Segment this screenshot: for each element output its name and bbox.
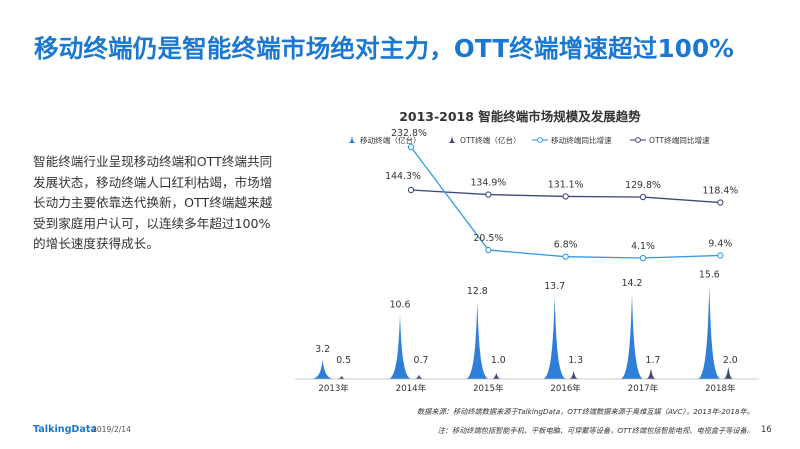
ott-bar-label: 2.0 [723, 355, 738, 366]
x-axis: 2013年 2014年 2015年 2016年 2017年 2018年 [318, 382, 736, 394]
legend-mobile-marker [348, 136, 356, 143]
bars-layer [310, 285, 735, 379]
mobile-bar [620, 293, 644, 379]
x-tick-label: 2015年 [473, 382, 504, 394]
footer-date: 2019/2/14 [92, 425, 131, 434]
mobile-bar [310, 359, 335, 379]
brand-logo: TalkingData [33, 424, 97, 435]
ott-growth-label: 134.9% [470, 178, 506, 189]
ott-bar [413, 374, 425, 379]
ott-growth-point [485, 191, 492, 198]
legend-ott-marker [448, 136, 456, 143]
ott-bar [645, 368, 657, 379]
mobile-growth-label: 4.1% [631, 241, 655, 252]
mobile-bar-label: 13.7 [544, 281, 565, 292]
chart-legend: 移动终端（亿台） OTT终端（亿台） 移动终端同比增速 OTT终端同比增速 [348, 135, 710, 145]
legend-ott-growth-label: OTT终端同比增速 [649, 135, 710, 145]
ott-growth-point [407, 186, 415, 194]
mobile-growth-label: 6.8% [554, 240, 578, 251]
mobile-growth-label: 232.8% [391, 128, 427, 139]
mobile-growth-point [717, 252, 724, 259]
ott-bar [490, 373, 503, 379]
mobile-bar-label: 15.6 [699, 269, 720, 280]
labels-layer: 3.2 0.5 10.6 0.7 12.8 1.0 13.7 1.3 14.2 1.7 15.6 2.… [315, 128, 738, 366]
mobile-bar-label: 10.6 [390, 299, 411, 310]
legend-mobile-growth-marker [537, 137, 543, 143]
mobile-growth-label: 9.4% [708, 238, 732, 249]
ott-bar [722, 367, 735, 379]
market-trend-chart: 2013-2018 智能终端市场规模及发展趋势 移动终端（亿台） OTT终端（亿台… [295, 109, 759, 394]
ott-growth-point [717, 199, 724, 206]
ott-growth-label: 131.1% [548, 179, 584, 190]
mobile-growth-point [407, 143, 415, 151]
chart-title: 2013-2018 智能终端市场规模及发展趋势 [399, 109, 641, 124]
ott-growth-label: 129.8% [625, 180, 661, 191]
ott-growth-point [639, 193, 647, 201]
summary-text: 智能终端行业呈现移动终端和OTT终端共同发展状态，移动终端人口红利枯竭，市场增长… [33, 154, 273, 251]
mobile-growth-point [562, 253, 569, 260]
mobile-bar-label: 12.8 [467, 286, 488, 297]
mobile-bar [465, 302, 490, 379]
footnote: 注：移动终端包括智能手机、平板电脑、可穿戴等设备，OTT终端包括智能电视、电视盒… [437, 426, 754, 435]
ott-bar [335, 376, 348, 379]
ott-bar-label: 1.3 [568, 355, 583, 366]
legend-mobile-label: 移动终端（亿台） [360, 135, 421, 145]
mobile-bar-label: 3.2 [315, 344, 330, 355]
ott-growth-label: 118.4% [702, 186, 738, 197]
mobile-bar [388, 315, 412, 379]
mobile-bar-label: 14.2 [622, 278, 643, 289]
legend-ott-label: OTT终端（亿台） [460, 135, 521, 145]
legend-mobile-growth-label: 移动终端同比增速 [551, 135, 612, 145]
mobile-growth-point [639, 254, 647, 262]
mobile-growth-label: 20.5% [473, 233, 503, 244]
data-source-note: 数据来源：移动终端数据来源于TalkingData，OTT终端数据来源于奥维互娱… [417, 407, 754, 416]
x-tick-label: 2014年 [396, 382, 427, 394]
mobile-bar [697, 285, 722, 379]
lines-layer [407, 143, 724, 262]
legend-ott-growth-marker [635, 137, 641, 143]
mobile-growth-point [485, 246, 492, 254]
x-tick-label: 2017年 [628, 382, 659, 394]
page-number: 16 [761, 424, 772, 434]
ott-growth-label: 144.3% [385, 171, 421, 182]
ott-bar-label: 0.7 [414, 355, 429, 366]
x-tick-label: 2013年 [318, 382, 349, 394]
mobile-bar [542, 296, 567, 379]
ott-bar-label: 0.5 [336, 355, 351, 366]
x-tick-label: 2018年 [705, 382, 736, 394]
slide-headline: 移动终端仍是智能终端市场绝对主力，OTT终端增速超过100% [34, 34, 735, 63]
ott-bar-label: 1.7 [646, 355, 661, 366]
ott-bar [567, 371, 580, 379]
ott-bar-label: 1.0 [491, 355, 506, 366]
ott-growth-point [562, 193, 569, 200]
x-tick-label: 2016年 [550, 382, 581, 394]
